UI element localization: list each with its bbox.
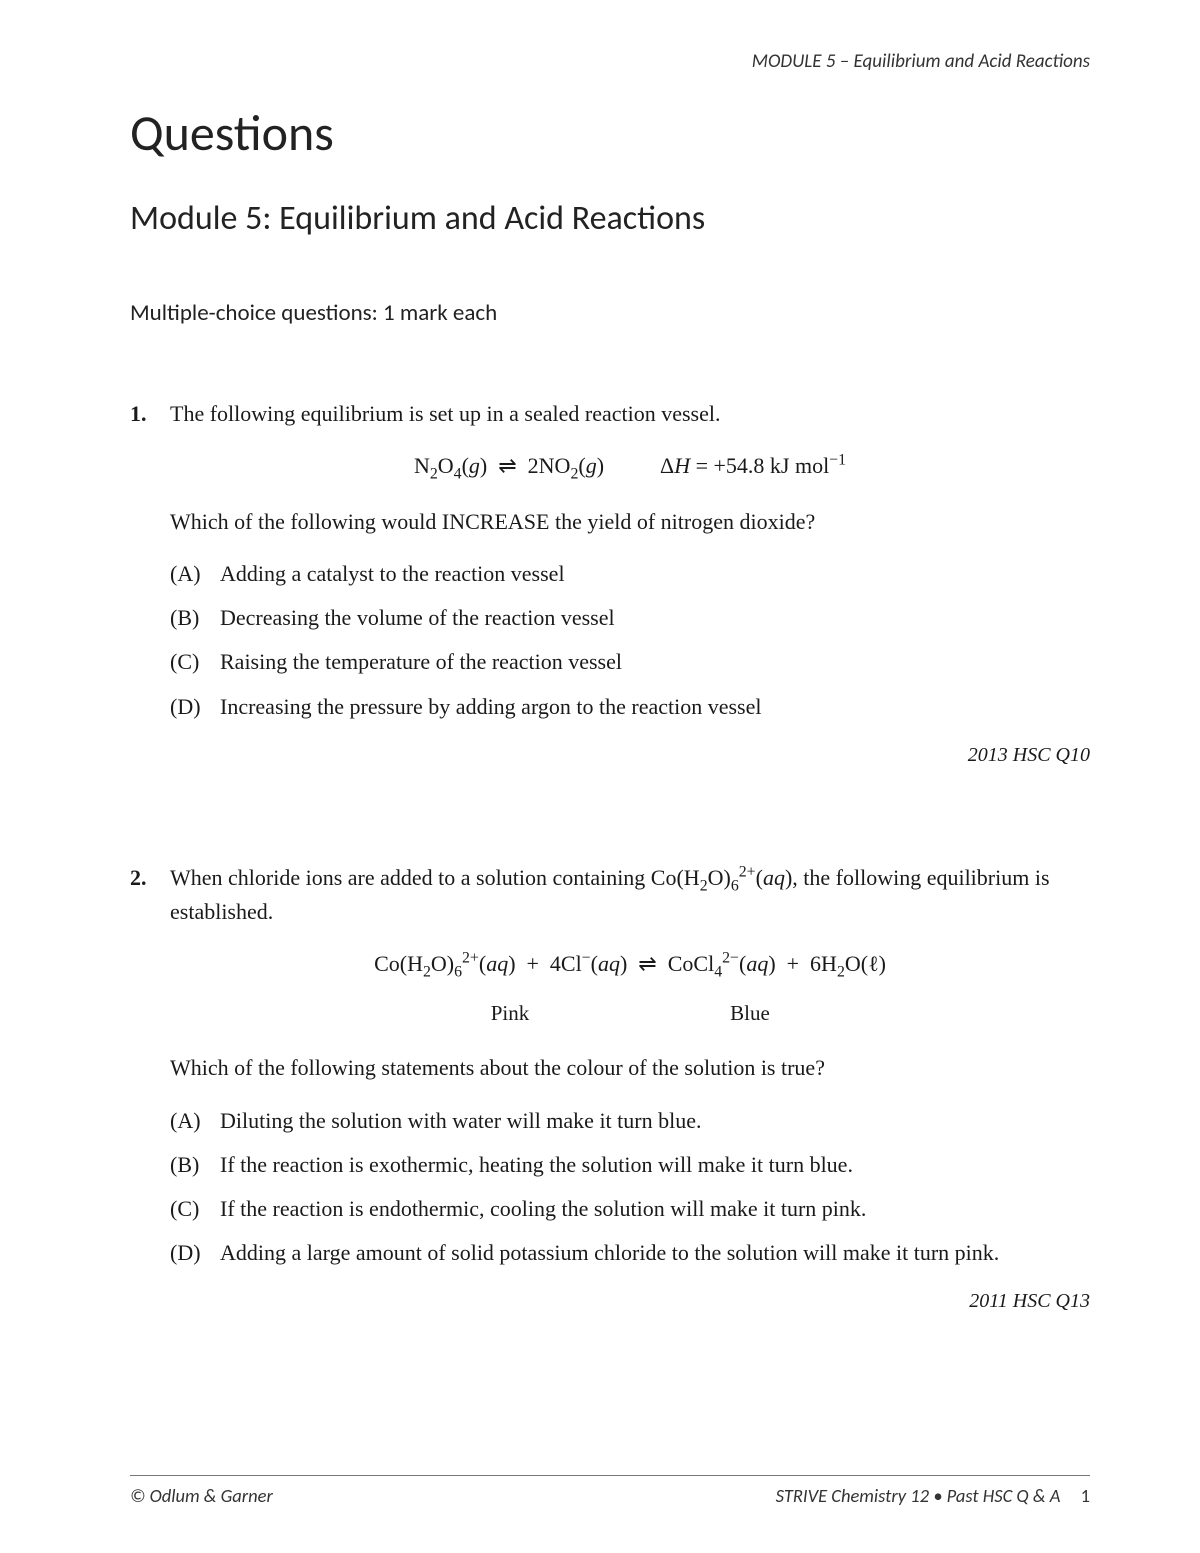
choice-c: (C) If the reaction is endothermic, cool… bbox=[170, 1192, 1090, 1226]
choice-d: (D) Increasing the pressure by adding ar… bbox=[170, 690, 1090, 724]
module-header: MODULE 5 – Equilibrium and Acid Reaction… bbox=[130, 50, 1090, 73]
choice-letter: (B) bbox=[170, 601, 220, 635]
question-number: 2. bbox=[130, 861, 170, 895]
page-title: Questions bbox=[130, 103, 1090, 164]
question-stem: When chloride ions are added to a soluti… bbox=[170, 861, 1090, 929]
choice-letter: (C) bbox=[170, 1192, 220, 1226]
footer-right: STRIVE Chemistry 12 • Past HSC Q & A 1 bbox=[776, 1484, 1090, 1507]
question-1: 1. The following equilibrium is set up i… bbox=[130, 397, 1090, 771]
footer-left: © Odlum & Garner bbox=[130, 1484, 273, 1507]
label-blue: Blue bbox=[630, 997, 870, 1030]
choice-d: (D) Adding a large amount of solid potas… bbox=[170, 1236, 1090, 1270]
question-subprompt: Which of the following would INCREASE th… bbox=[170, 505, 1090, 539]
choice-text: Raising the temperature of the reaction … bbox=[220, 645, 1090, 679]
choice-text: Adding a catalyst to the reaction vessel bbox=[220, 557, 1090, 591]
choice-letter: (A) bbox=[170, 1104, 220, 1138]
question-source: 2011 HSC Q13 bbox=[170, 1286, 1090, 1317]
choice-c: (C) Raising the temperature of the react… bbox=[170, 645, 1090, 679]
choice-text: If the reaction is exothermic, heating t… bbox=[220, 1148, 1090, 1182]
choice-text: Decreasing the volume of the reaction ve… bbox=[220, 601, 1090, 635]
page-number: 1 bbox=[1081, 1484, 1090, 1507]
question-subprompt: Which of the following statements about … bbox=[170, 1051, 1090, 1085]
question-body: The following equilibrium is set up in a… bbox=[170, 397, 1090, 771]
section-label: Multiple-choice questions: 1 mark each bbox=[130, 299, 1090, 327]
equation: Co(H2O)62+(aq) + 4Cl−(aq) ⇌ CoCl42−(aq) … bbox=[170, 947, 1090, 981]
choice-letter: (D) bbox=[170, 690, 220, 724]
choice-a: (A) Adding a catalyst to the reaction ve… bbox=[170, 557, 1090, 591]
choice-text: Diluting the solution with water will ma… bbox=[220, 1104, 1090, 1138]
choice-letter: (A) bbox=[170, 557, 220, 591]
choice-list: (A) Adding a catalyst to the reaction ve… bbox=[170, 557, 1090, 723]
equation: N2O4(g) ⇌ 2NO2(g)ΔH = +54.8 kJ mol−1 bbox=[170, 449, 1090, 483]
page-footer: © Odlum & Garner STRIVE Chemistry 12 • P… bbox=[130, 1475, 1090, 1507]
footer-right-text: STRIVE Chemistry 12 • Past HSC Q & A bbox=[776, 1484, 1061, 1507]
page-subtitle: Module 5: Equilibrium and Acid Reactions bbox=[130, 198, 1090, 239]
choice-letter: (C) bbox=[170, 645, 220, 679]
choice-letter: (D) bbox=[170, 1236, 220, 1270]
page: MODULE 5 – Equilibrium and Acid Reaction… bbox=[0, 0, 1200, 1553]
question-number: 1. bbox=[130, 397, 170, 431]
choice-text: If the reaction is endothermic, cooling … bbox=[220, 1192, 1090, 1226]
label-pink: Pink bbox=[390, 997, 630, 1030]
choice-text: Adding a large amount of solid potassium… bbox=[220, 1236, 1090, 1270]
choice-list: (A) Diluting the solution with water wil… bbox=[170, 1104, 1090, 1270]
choice-b: (B) Decreasing the volume of the reactio… bbox=[170, 601, 1090, 635]
question-2: 2. When chloride ions are added to a sol… bbox=[130, 861, 1090, 1317]
choice-text: Increasing the pressure by adding argon … bbox=[220, 690, 1090, 724]
equation-labels: Pink Blue bbox=[170, 997, 1090, 1030]
choice-b: (B) If the reaction is exothermic, heati… bbox=[170, 1148, 1090, 1182]
choice-letter: (B) bbox=[170, 1148, 220, 1182]
question-source: 2013 HSC Q10 bbox=[170, 740, 1090, 771]
question-body: When chloride ions are added to a soluti… bbox=[170, 861, 1090, 1317]
question-stem: The following equilibrium is set up in a… bbox=[170, 397, 1090, 431]
choice-a: (A) Diluting the solution with water wil… bbox=[170, 1104, 1090, 1138]
